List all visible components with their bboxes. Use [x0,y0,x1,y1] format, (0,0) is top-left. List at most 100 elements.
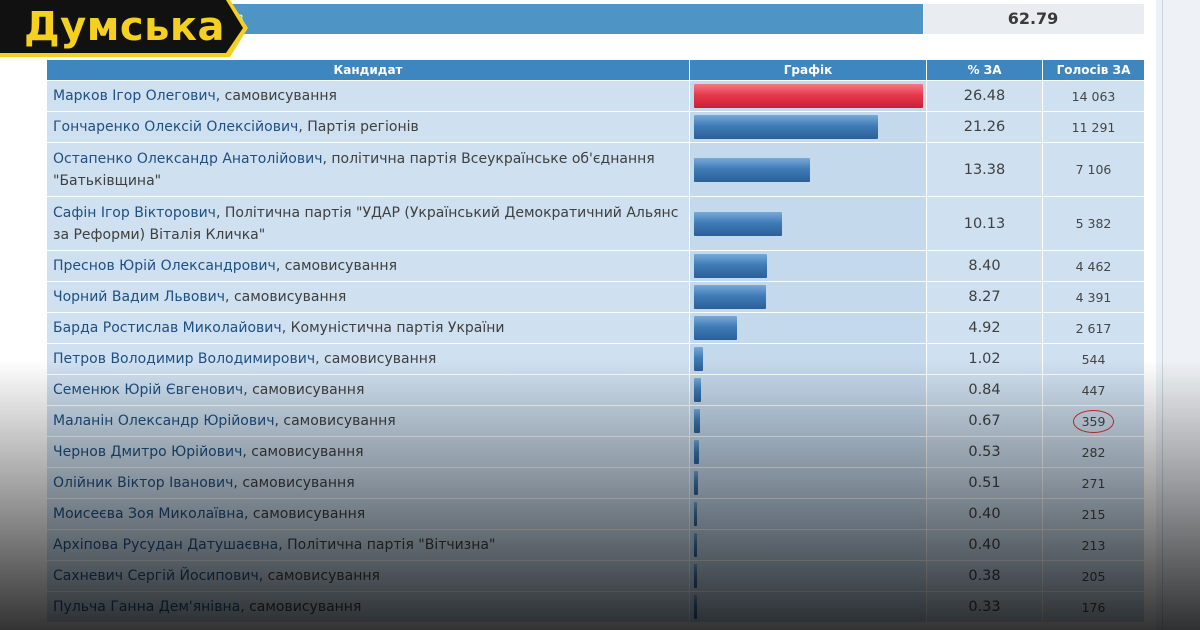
logo-badge-shape [0,0,248,57]
candidate-party: , самовисування [243,382,365,398]
candidate-party: , самовисування [215,88,337,104]
header-candidate: Кандидат [46,59,690,81]
graph-cell [689,467,927,499]
site-logo[interactable]: Думська [0,0,248,57]
vote-share-bar [694,595,697,619]
table-row: Моисеєва Зоя Миколаївна, самовисування 0.… [46,498,1145,530]
table-row: Сафін Ігор Вікторович, Політична партія … [46,196,1145,251]
candidate-name-link[interactable]: Архіпова Русудан Датушаєвна [53,537,279,553]
votes-cell: 271 [1042,467,1145,499]
candidate-name-link[interactable]: Барда Ростислав Миколайович [53,320,282,336]
candidate-name-link[interactable]: Марков Ігор Олегович [53,88,216,104]
percent-cell: 0.38 [926,560,1043,592]
candidate-party: , самовисування [240,599,362,615]
votes-cell: 544 [1042,343,1145,375]
votes-cell: 2 617 [1042,312,1145,344]
votes-cell: 11 291 [1042,111,1145,143]
votes-cell: 359 [1042,405,1145,437]
graph-cell [689,281,927,313]
vote-share-bar [694,285,766,309]
percent-cell: 8.27 [926,281,1043,313]
vote-share-bar [694,84,923,108]
graph-cell [689,591,927,623]
table-row: Марков Ігор Олегович, самовисування 26.48… [46,80,1145,112]
header-percent: % ЗА [926,59,1043,81]
candidate-party: , політична партія Всеукраїнське об'єдна… [53,150,655,189]
header-graph: Графік [689,59,927,81]
percent-cell: 13.38 [926,142,1043,197]
results-table: Кандидат Графік % ЗА Голосів ЗА Марков І… [46,59,1145,623]
candidate-party: , Політична партія "УДАР (Український Де… [53,204,679,243]
table-row: Семенюк Юрій Євгенович, самовисування 0.8… [46,374,1145,406]
graph-cell [689,374,927,406]
candidate-cell: Моисеєва Зоя Миколаївна, самовисування [46,498,690,530]
turnout-value: 62.79 [1007,9,1059,28]
votes-cell: 7 106 [1042,142,1145,197]
vote-share-bar [694,316,737,340]
votes-cell: 282 [1042,436,1145,468]
candidate-name-link[interactable]: Маланін Олександр Юрійович [53,413,275,429]
percent-cell: 0.51 [926,467,1043,499]
percent-cell: 0.33 [926,591,1043,623]
graph-cell [689,560,927,592]
candidate-name-link[interactable]: Пульча Ганна Дем'янівна [53,599,241,615]
vote-share-bar [694,254,767,278]
candidate-name-link[interactable]: Петров Володимир Володимирович [53,351,316,367]
percent-cell: 0.40 [926,498,1043,530]
candidate-party: , Комуністична партія України [281,320,505,336]
highlight-circle: 359 [1072,409,1115,433]
table-row: Архіпова Русудан Датушаєвна, Політична п… [46,529,1145,561]
table-row: Чорний Вадим Львович, самовисування 8.27 4… [46,281,1145,313]
table-header-row: Кандидат Графік % ЗА Голосів ЗА [46,59,1145,81]
candidate-name-link[interactable]: Остапенко Олександр Анатолійович [53,150,323,167]
vote-share-bar [694,502,697,526]
header-votes: Голосів ЗА [1042,59,1145,81]
percent-cell: 1.02 [926,343,1043,375]
graph-cell [689,111,927,143]
candidate-name-link[interactable]: Сафін Ігор Вікторович [53,204,216,221]
votes-cell: 4 462 [1042,250,1145,282]
votes-cell: 5 382 [1042,196,1145,251]
vote-share-bar [694,533,697,557]
table-row: Остапенко Олександр Анатолійович, політи… [46,142,1145,197]
candidate-party: , самовисування [258,568,380,584]
percent-cell: 0.40 [926,529,1043,561]
candidate-cell: Семенюк Юрій Євгенович, самовисування [46,374,690,406]
candidate-party: , самовисування [225,289,347,305]
candidate-name-link[interactable]: Преснов Юрій Олександрович [53,258,276,274]
candidate-cell: Преснов Юрій Олександрович, самовисуванн… [46,250,690,282]
graph-cell [689,529,927,561]
votes-cell: 14 063 [1042,80,1145,112]
table-row: Барда Ростислав Миколайович, Комуністичн… [46,312,1145,344]
candidate-name-link[interactable]: Сахневич Сергій Йосипович [53,568,259,584]
percent-cell: 8.40 [926,250,1043,282]
candidate-party: , самовисування [233,475,355,491]
graph-cell [689,498,927,530]
percent-cell: 10.13 [926,196,1043,251]
votes-cell: 205 [1042,560,1145,592]
vote-share-bar [694,471,698,495]
graph-cell [689,343,927,375]
candidate-party: , самовисування [242,444,364,460]
candidate-name-link[interactable]: Гончаренко Олексій Олексійович [53,119,299,135]
table-row: Петров Володимир Володимирович, самовису… [46,343,1145,375]
candidate-name-link[interactable]: Чорний Вадим Львович [53,289,226,305]
graph-cell [689,312,927,344]
votes-cell: 176 [1042,591,1145,623]
candidate-party: , Політична партія "Вітчизна" [278,537,496,553]
graph-cell [689,250,927,282]
votes-cell: 4 391 [1042,281,1145,313]
candidate-name-link[interactable]: Олійник Віктор Іванович [53,475,234,491]
candidate-cell: Гончаренко Олексій Олексійович, Партія р… [46,111,690,143]
candidate-cell: Архіпова Русудан Датушаєвна, Політична п… [46,529,690,561]
table-row: Сахневич Сергій Йосипович, самовисування… [46,560,1145,592]
vote-share-bar [694,564,697,588]
logo-text: Думська [24,4,226,50]
frame-divider [1162,0,1163,630]
votes-cell: 213 [1042,529,1145,561]
candidate-cell: Пульча Ганна Дем'янівна, самовисування [46,591,690,623]
candidate-name-link[interactable]: Чернов Дмитро Юрійович [53,444,243,460]
table-row: Чернов Дмитро Юрійович, самовисування 0.5… [46,436,1145,468]
candidate-name-link[interactable]: Моисеєва Зоя Миколаївна [53,506,245,522]
candidate-name-link[interactable]: Семенюк Юрій Євгенович [53,382,244,398]
